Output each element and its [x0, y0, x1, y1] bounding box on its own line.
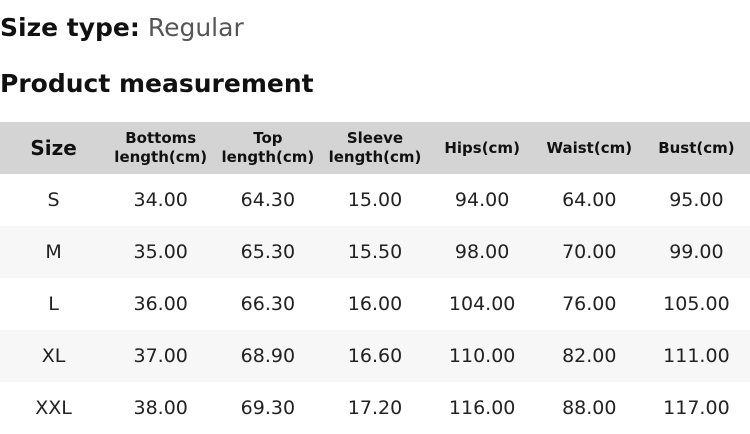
- table-row: L 36.00 66.30 16.00 104.00 76.00 105.00: [0, 278, 750, 330]
- measurement-cell: 105.00: [663, 293, 730, 315]
- measurement-cell: 69.30: [240, 397, 296, 419]
- size-cell: S: [47, 189, 60, 211]
- measurement-cell: 65.30: [214, 226, 322, 278]
- measurement-cell: 15.50: [321, 226, 429, 278]
- column-header: Hips(cm): [428, 122, 536, 174]
- column-header: Waist(cm): [535, 122, 643, 174]
- measurement-cell: 94.00: [454, 189, 510, 211]
- measurement-cell: 99.00: [642, 226, 750, 278]
- measurement-cell: 111.00: [642, 330, 750, 382]
- measurement-cell: 15.00: [347, 189, 403, 211]
- column-header: Bust(cm): [642, 122, 750, 174]
- measurement-cell: 98.00: [428, 226, 536, 278]
- size-cell: L: [48, 293, 59, 315]
- measurement-cell: 117.00: [663, 397, 730, 419]
- measurement-cell: 95.00: [669, 189, 724, 211]
- table-row: S 34.00 64.30 15.00 94.00 64.00 95.00: [0, 174, 750, 226]
- measurement-cell: 104.00: [448, 293, 516, 315]
- size-cell: XXL: [35, 397, 72, 419]
- size-type-label: Size type:: [0, 13, 140, 42]
- measurement-cell: 34.00: [133, 189, 188, 211]
- measurement-cell: 16.00: [347, 293, 403, 315]
- table-row: M 35.00 65.30 15.50 98.00 70.00 99.00: [0, 226, 750, 278]
- measurement-cell: 16.60: [321, 330, 429, 382]
- column-header: Sleeve length(cm): [321, 122, 429, 174]
- measurement-cell: 36.00: [133, 293, 188, 315]
- column-header: Bottoms length(cm): [107, 122, 215, 174]
- column-header: Top length(cm): [214, 122, 322, 174]
- size-type: Size type: Regular: [0, 11, 244, 45]
- section-title: Product measurement: [0, 69, 314, 98]
- measurement-table: Size Bottoms length(cm) Top length(cm) S…: [0, 122, 750, 434]
- table-header-row: Size Bottoms length(cm) Top length(cm) S…: [0, 122, 750, 174]
- measurement-cell: 116.00: [448, 397, 516, 419]
- table-row: XXL 38.00 69.30 17.20 116.00 88.00 117.00: [0, 382, 750, 434]
- column-header: Size: [0, 122, 108, 174]
- table-row: XL 37.00 68.90 16.60 110.00 82.00 111.00: [0, 330, 750, 382]
- measurement-cell: 68.90: [214, 330, 322, 382]
- size-cell: XL: [0, 330, 108, 382]
- measurement-cell: 64.30: [240, 189, 296, 211]
- measurement-cell: 37.00: [107, 330, 215, 382]
- measurement-cell: 88.00: [562, 397, 617, 419]
- measurement-cell: 17.20: [347, 397, 403, 419]
- size-type-value: Regular: [147, 13, 244, 42]
- measurement-cell: 38.00: [133, 397, 188, 419]
- measurement-cell: 76.00: [562, 293, 617, 315]
- measurement-cell: 35.00: [107, 226, 215, 278]
- measurement-cell: 110.00: [428, 330, 536, 382]
- measurement-cell: 66.30: [240, 293, 296, 315]
- measurement-cell: 70.00: [535, 226, 643, 278]
- measurement-cell: 64.00: [562, 189, 617, 211]
- size-cell: M: [0, 226, 108, 278]
- measurement-cell: 82.00: [535, 330, 643, 382]
